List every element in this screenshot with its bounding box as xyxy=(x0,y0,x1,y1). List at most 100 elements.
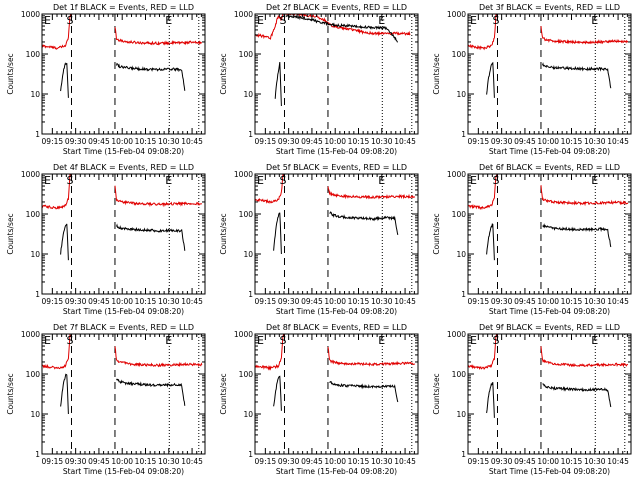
lld-series-line xyxy=(114,27,202,46)
x-tick-label: 09:45 xyxy=(88,457,110,466)
x-tick-label: 10:15 xyxy=(135,457,157,466)
x-tick-label: 09:15 xyxy=(42,457,64,466)
events-series-line xyxy=(116,378,186,406)
flag-label: S xyxy=(492,334,499,347)
chart-title: Det 2f BLACK = Events, RED = LLD xyxy=(266,3,407,12)
plot-frame xyxy=(41,173,206,295)
x-tick-label: 09:45 xyxy=(301,137,323,146)
events-series-line xyxy=(486,381,495,418)
x-tick-label: 10:15 xyxy=(135,137,157,146)
y-tick-label: 10 xyxy=(30,250,40,259)
chart-title: Det 4f BLACK = Events, RED = LLD xyxy=(53,163,194,172)
flag-label: E xyxy=(591,174,598,187)
x-axis-label: Start Time (15-Feb-04 09:08:20) xyxy=(489,307,610,316)
x-tick-label: 10:45 xyxy=(394,457,416,466)
y-axis-label: Counts/sec xyxy=(219,373,228,414)
lld-series-line xyxy=(42,14,72,50)
plot-frame xyxy=(254,13,419,135)
events-series-line xyxy=(486,61,495,98)
x-tick-label: 10:30 xyxy=(158,457,180,466)
flag-label: E xyxy=(470,14,477,27)
y-axis-label: Counts/sec xyxy=(432,53,441,94)
y-tick-label: 1000 xyxy=(447,10,466,19)
y-tick-label: 10 xyxy=(456,250,466,259)
y-tick-label: 10 xyxy=(243,250,253,259)
plot-frame xyxy=(41,333,206,455)
x-tick-label: 10:15 xyxy=(135,297,157,306)
x-tick-label: 10:15 xyxy=(561,137,583,146)
y-tick-label: 100 xyxy=(452,370,467,379)
flag-label: E xyxy=(165,334,172,347)
x-tick-label: 10:30 xyxy=(158,137,180,146)
x-tick-label: 10:15 xyxy=(561,297,583,306)
chart-title: Det 1f BLACK = Events, RED = LLD xyxy=(53,3,194,12)
chart-title: Det 6f BLACK = Events, RED = LLD xyxy=(479,163,620,172)
events-series-line xyxy=(273,212,282,255)
y-tick-label: 1000 xyxy=(21,170,40,179)
plot-area xyxy=(255,174,416,294)
x-axis-label: Start Time (15-Feb-04 09:08:20) xyxy=(276,147,397,156)
y-axis-label: Counts/sec xyxy=(6,53,15,94)
flag-label: E xyxy=(257,14,264,27)
events-series-line xyxy=(274,61,282,107)
x-axis-label: Start Time (15-Feb-04 09:08:20) xyxy=(276,307,397,316)
lld-series-line xyxy=(255,174,285,204)
y-tick-label: 1 xyxy=(35,130,40,139)
plot-area xyxy=(42,174,202,294)
y-tick-label: 10 xyxy=(243,90,253,99)
flag-label: E xyxy=(378,334,385,347)
x-axis-label: Start Time (15-Feb-04 09:08:20) xyxy=(63,467,184,476)
lld-series-line xyxy=(540,185,629,207)
lld-series-line xyxy=(540,346,629,368)
x-tick-label: 09:15 xyxy=(255,297,277,306)
plot-frame xyxy=(467,333,632,455)
y-tick-label: 10 xyxy=(30,410,40,419)
flag-label: E xyxy=(44,14,51,27)
flag-label: S xyxy=(279,14,286,27)
y-tick-label: 1000 xyxy=(447,330,466,339)
y-tick-label: 1000 xyxy=(21,330,40,339)
lld-series-line xyxy=(114,346,203,368)
x-tick-label: 09:30 xyxy=(278,457,300,466)
x-tick-label: 10:00 xyxy=(537,137,559,146)
x-tick-label: 10:45 xyxy=(181,457,203,466)
flag-label: S xyxy=(66,174,73,187)
events-series-line xyxy=(273,375,282,411)
events-series-line xyxy=(329,381,399,403)
x-tick-label: 09:30 xyxy=(65,297,87,306)
x-tick-label: 10:00 xyxy=(111,137,133,146)
y-tick-label: 100 xyxy=(26,370,41,379)
x-tick-label: 10:00 xyxy=(111,457,133,466)
x-tick-label: 10:45 xyxy=(181,137,203,146)
flag-label: E xyxy=(257,334,264,347)
y-tick-label: 10 xyxy=(30,90,40,99)
flag-label: E xyxy=(591,334,598,347)
flag-label: E xyxy=(165,14,172,27)
x-axis-label: Start Time (15-Feb-04 09:08:20) xyxy=(489,147,610,156)
y-tick-label: 100 xyxy=(452,50,467,59)
events-series-line xyxy=(285,14,398,43)
x-tick-label: 09:45 xyxy=(514,137,536,146)
lld-series-line xyxy=(255,334,285,371)
x-axis-label: Start Time (15-Feb-04 09:08:20) xyxy=(276,467,397,476)
events-series-line xyxy=(542,383,612,408)
y-tick-label: 1 xyxy=(35,450,40,459)
x-tick-label: 10:00 xyxy=(324,457,346,466)
events-series-line xyxy=(486,223,495,261)
plot-frame xyxy=(254,333,419,455)
x-tick-label: 10:30 xyxy=(584,457,606,466)
chart-title: Det 3f BLACK = Events, RED = LLD xyxy=(479,3,620,12)
y-axis-label: Counts/sec xyxy=(6,213,15,254)
y-tick-label: 100 xyxy=(26,210,41,219)
y-axis-label: Counts/sec xyxy=(432,373,441,414)
lld-series-line xyxy=(540,26,629,45)
x-tick-label: 10:45 xyxy=(607,297,629,306)
x-tick-label: 09:45 xyxy=(514,457,536,466)
x-tick-label: 09:15 xyxy=(468,297,490,306)
x-tick-label: 09:30 xyxy=(278,137,300,146)
plot-area xyxy=(42,14,202,134)
y-tick-label: 100 xyxy=(239,370,254,379)
